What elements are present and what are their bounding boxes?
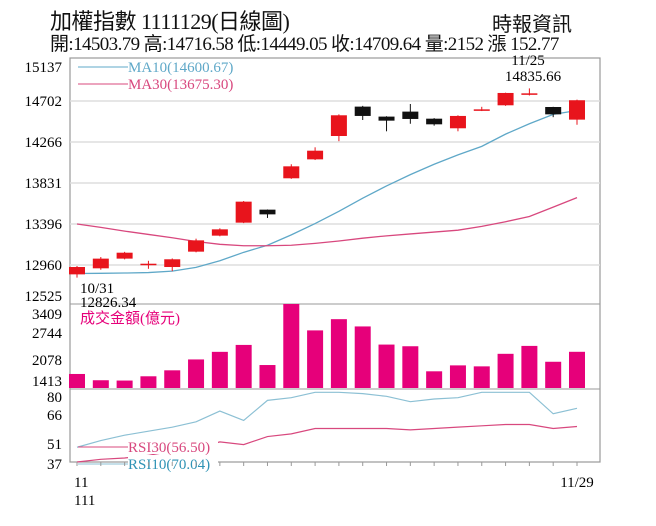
volume-tick-label: 2744 [32,326,63,342]
candle-body [569,100,585,120]
volume-bar [69,373,85,388]
volume-bar [449,365,466,388]
ma10-legend: MA10(14600.67) [128,60,233,76]
rsi-tick-label: 80 [47,390,62,406]
candle-body [188,240,205,252]
rsi10-legend: RSI10(70.04) [128,457,210,473]
rsi30-legend: RSI30(56.50) [128,440,210,456]
candle-body [92,258,109,269]
volume-bar [354,326,371,388]
candle-body [378,116,395,121]
volume-bar [569,351,585,388]
price-tick-label: 12525 [25,289,63,305]
volume-bar [164,370,181,388]
x-label-end: 11/29 [560,475,594,491]
x-label-year: 111 [74,493,95,509]
ma30-line [76,197,578,247]
volume-bar [497,353,514,388]
volume-bar [521,345,538,388]
price-tick-label: 15137 [25,60,63,76]
volume-bar [426,371,443,388]
volume-tick-label: 2078 [32,353,62,369]
candle-body [259,209,276,215]
volume-bar [188,359,205,388]
chart-title: 加權指數 1111129(日線圖) [50,9,290,34]
candle-body [140,263,157,266]
volume-bar [283,304,300,388]
candle-body [307,150,324,160]
volume-bar [402,346,419,388]
candle-body [449,115,466,129]
candle-body [497,92,514,106]
candle-body [164,259,181,268]
candle-body [402,111,419,119]
candle-body [69,267,85,275]
rsi-tick-label: 66 [47,408,63,424]
candle-body [354,106,371,116]
candle-body [473,109,490,111]
volume-tick-label: 3409 [32,307,62,323]
high-annotation-date: 11/25 [511,53,545,69]
volume-bar [235,344,252,388]
candle-body [426,118,443,125]
rsi-tick-label: 51 [47,437,62,453]
volume-bar [116,380,133,388]
volume-bar [140,376,157,388]
candle-body [116,252,133,259]
volume-bar [473,366,490,388]
chart-frame [69,57,601,463]
candle-body [235,201,252,223]
price-tick-label: 12960 [25,258,63,274]
candle-body [545,106,562,115]
low-annotation-date: 10/31 [80,281,114,297]
volume-bar [545,361,562,388]
volume-tick-label: 1413 [32,374,62,390]
volume-label: 成交金額(億元) [80,309,180,327]
price-tick-label: 13831 [25,176,63,192]
price-tick-label: 14702 [25,94,63,110]
ohlc-summary: 開:14503.79 高:14716.58 低:14449.05 收:14709… [50,34,559,55]
rsi-tick-label: 37 [47,457,63,473]
volume-bar [330,319,347,388]
ma30-legend: MA30(13675.30) [128,77,233,93]
volume-bar [211,351,228,388]
candle-body [283,166,300,179]
x-label-month: 11 [74,475,88,491]
candle-body [211,229,228,236]
price-tick-label: 14266 [25,135,63,151]
volume-bar [92,380,109,388]
source-label: 時報資訊 [492,14,572,36]
rsi10-line [76,391,578,448]
volume-bar [378,344,395,388]
legend-background [128,455,218,471]
ma10-line [76,109,578,275]
candle-body [521,93,538,95]
low-annotation-value: 12826.34 [80,295,137,311]
volume-bar [259,365,276,388]
price-tick-label: 13396 [25,217,63,233]
candle-body [330,115,347,137]
volume-bar [307,330,324,388]
high-annotation-value: 14835.66 [505,69,562,85]
legend-background [128,438,218,454]
